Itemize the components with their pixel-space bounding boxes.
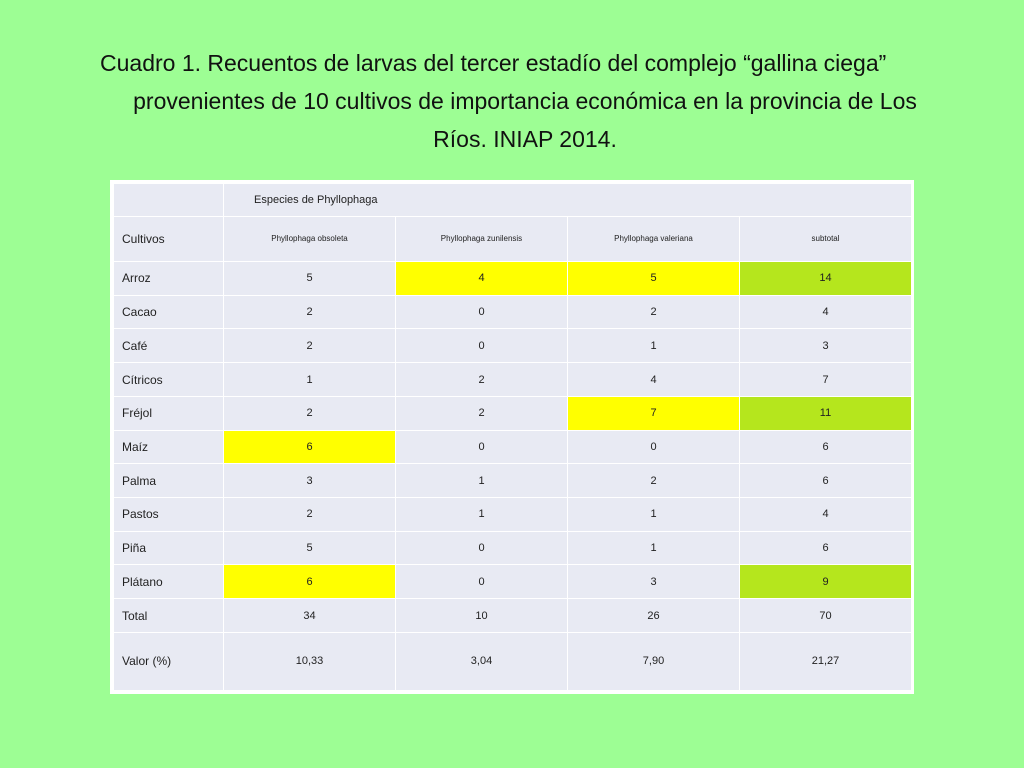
table-row: Palma 3 1 2 6 [113, 463, 913, 499]
table-row: Arroz 5 4 5 14 [113, 260, 913, 296]
larvae-count-table: Especies de Phyllophaga Cultivos Phyllop… [113, 183, 913, 692]
row-label: Cacao [113, 294, 224, 330]
table-cell: 34 [223, 598, 396, 633]
species-group-header: Especies de Phyllophaga [222, 183, 913, 217]
table-frame: Especies de Phyllophaga Cultivos Phyllop… [110, 180, 914, 694]
table-cell: 26 [567, 598, 740, 633]
column-header: Phyllophaga zunilensis [395, 215, 568, 262]
table-cell: 1 [567, 497, 740, 532]
table-cell: 0 [395, 564, 568, 600]
table-cell: 0 [567, 429, 740, 465]
table-cell: 70 [738, 598, 913, 633]
table-row: Cacao 2 0 2 4 [113, 294, 913, 330]
table-cell: 4 [395, 260, 568, 296]
table-cell: 5 [567, 260, 740, 296]
table-row: Piña 5 0 1 6 [113, 530, 913, 566]
table-cell: 6 [738, 530, 913, 566]
total-row: Total 34 10 26 70 [113, 598, 913, 633]
table-cell: 1 [567, 328, 740, 364]
row-label: Fréjol [113, 395, 224, 431]
table-cell: 2 [223, 328, 396, 364]
table-cell: 7 [567, 395, 740, 431]
row-header-cultivos: Cultivos [113, 215, 224, 262]
table-cell: 5 [223, 260, 396, 296]
row-label: Total [113, 598, 224, 633]
table-cell: 6 [738, 429, 913, 465]
table-cell: 14 [738, 260, 913, 296]
table-cell: 1 [395, 497, 568, 532]
table-cell: 0 [395, 530, 568, 566]
table-cell: 11 [738, 395, 913, 431]
table-cell: 1 [567, 530, 740, 566]
row-label: Pastos [113, 497, 224, 532]
title-line-1: Cuadro 1. Recuentos de larvas del tercer… [100, 50, 887, 76]
table-cell: 6 [223, 564, 396, 600]
table-cell: 2 [567, 294, 740, 330]
table-cell: 7 [738, 362, 913, 397]
table-row: Maíz 6 0 0 6 [113, 429, 913, 465]
table-cell: 2 [223, 497, 396, 532]
row-label: Palma [113, 463, 224, 499]
table-cell: 0 [395, 429, 568, 465]
title-line-2: provenientes de 10 cultivos de importanc… [133, 88, 917, 114]
table-cell: 6 [738, 463, 913, 499]
table-row: Fréjol 2 2 7 11 [113, 395, 913, 431]
column-header: Phyllophaga obsoleta [223, 215, 396, 262]
table-cell: 1 [223, 362, 396, 397]
slide-title: Cuadro 1. Recuentos de larvas del tercer… [60, 44, 990, 158]
row-label: Arroz [113, 260, 224, 296]
table-cell: 2 [223, 294, 396, 330]
table-cell: 3 [567, 564, 740, 600]
table-cell: 5 [223, 530, 396, 566]
table-cell: 9 [738, 564, 913, 600]
title-line-3: Ríos. INIAP 2014. [433, 126, 617, 152]
table-cell: 0 [395, 294, 568, 330]
row-label: Maíz [113, 429, 224, 465]
empty-corner-cell [113, 183, 224, 217]
table-cell: 6 [223, 429, 396, 465]
table-cell: 3 [738, 328, 913, 364]
table-cell: 7,90 [567, 631, 740, 692]
table-row: Plátano 6 0 3 9 [113, 564, 913, 600]
table-cell: 21,27 [738, 631, 913, 692]
table-cell: 1 [395, 463, 568, 499]
column-header-row: Cultivos Phyllophaga obsoleta Phyllophag… [113, 215, 913, 262]
table-cell: 3 [223, 463, 396, 499]
table-cell: 4 [738, 497, 913, 532]
table-cell: 3,04 [395, 631, 568, 692]
row-label: Plátano [113, 564, 224, 600]
table-cell: 2 [395, 395, 568, 431]
column-header: subtotal [738, 215, 913, 262]
table-row: Pastos 2 1 1 4 [113, 497, 913, 532]
row-label: Valor (%) [113, 631, 224, 692]
row-label: Cítricos [113, 362, 224, 397]
table-cell: 2 [223, 395, 396, 431]
column-header: Phyllophaga valeriana [567, 215, 740, 262]
table-row: Café 2 0 1 3 [113, 328, 913, 364]
valor-row: Valor (%) 10,33 3,04 7,90 21,27 [113, 631, 913, 692]
table-cell: 0 [395, 328, 568, 364]
table-cell: 10,33 [223, 631, 396, 692]
row-label: Café [113, 328, 224, 364]
table-cell: 4 [738, 294, 913, 330]
table-cell: 2 [567, 463, 740, 499]
table-cell: 2 [395, 362, 568, 397]
group-header-row: Especies de Phyllophaga [113, 183, 913, 217]
row-label: Piña [113, 530, 224, 566]
table-cell: 4 [567, 362, 740, 397]
table-row: Cítricos 1 2 4 7 [113, 362, 913, 397]
table-cell: 10 [395, 598, 568, 633]
